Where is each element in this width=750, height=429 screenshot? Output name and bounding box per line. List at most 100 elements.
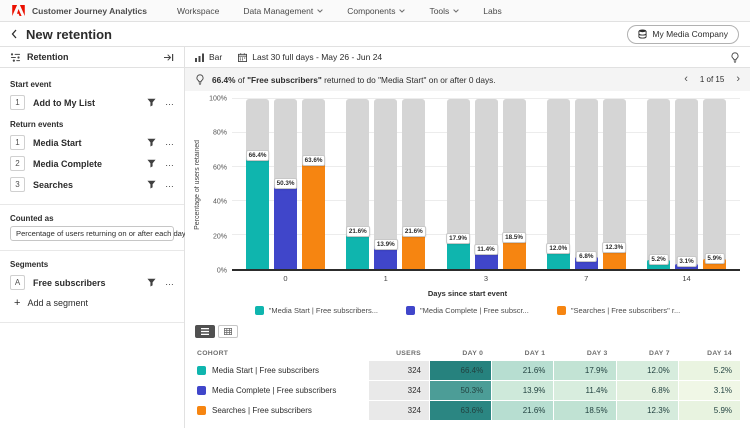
- top-nav-item-data-management[interactable]: Data Management: [243, 6, 324, 16]
- insights-toggle-icon[interactable]: [730, 51, 740, 63]
- return-event-label[interactable]: Media Complete: [33, 158, 103, 169]
- retention-cell[interactable]: 12.0%: [616, 361, 678, 380]
- bar[interactable]: [374, 245, 398, 269]
- bar[interactable]: [302, 160, 325, 269]
- start-event-label[interactable]: Add to My List: [33, 97, 95, 108]
- column-header: DAY 0: [462, 350, 484, 357]
- back-button[interactable]: [11, 29, 17, 39]
- bar[interactable]: [703, 258, 726, 269]
- more-options-button[interactable]: …: [165, 179, 174, 189]
- bar-value-label: 3.1%: [676, 256, 697, 267]
- retention-cell[interactable]: 63.6%: [430, 401, 492, 420]
- insight-text: 66.4% of "Free subscribers" returned to …: [212, 75, 496, 85]
- retention-cell[interactable]: 5.2%: [678, 361, 740, 380]
- table-row: Searches | Free subscribers 324 63.6% 21.6%…: [195, 401, 740, 420]
- legend-item[interactable]: "Media Start | Free subscribers...: [254, 306, 378, 315]
- retention-cell[interactable]: 13.9%: [492, 381, 554, 400]
- table-row: Media Start | Free subscribers 324 66.4% 21…: [195, 361, 740, 380]
- top-nav-item-components[interactable]: Components: [347, 6, 406, 16]
- bar[interactable]: [546, 248, 570, 269]
- filter-icon[interactable]: [145, 157, 158, 170]
- legend-item[interactable]: "Searches | Free subscribers" r...: [556, 306, 680, 315]
- cohort-cell[interactable]: Media Start | Free subscribers: [195, 361, 367, 380]
- adobe-logo-icon[interactable]: [12, 5, 25, 16]
- add-segment-button[interactable]: + Add a segment: [10, 293, 174, 313]
- top-nav-item-tools[interactable]: Tools: [429, 5, 460, 16]
- bar-background: 63.6%: [301, 99, 326, 269]
- top-nav-item-workspace[interactable]: Workspace: [177, 6, 219, 16]
- retention-cell[interactable]: 11.4%: [554, 381, 616, 400]
- data-view-button[interactable]: My Media Company: [627, 24, 739, 44]
- table-view-toggle[interactable]: [218, 325, 238, 338]
- cohort-cell[interactable]: Searches | Free subscribers: [195, 401, 367, 420]
- more-options-button[interactable]: …: [165, 97, 174, 107]
- prev-insight-button[interactable]: ‹: [684, 73, 688, 85]
- legend-item[interactable]: "Media Complete | Free subscr...: [406, 306, 529, 315]
- bar[interactable]: [502, 237, 526, 269]
- bar-background: 21.6%: [345, 99, 370, 269]
- y-tick-label: 0%: [216, 267, 227, 275]
- date-range-button[interactable]: Last 30 full days - May 26 - Jun 24: [238, 52, 382, 62]
- x-tick-label: 3: [483, 274, 489, 283]
- app-title: Customer Journey Analytics: [32, 5, 147, 16]
- bar[interactable]: [402, 232, 426, 269]
- chart-type-button[interactable]: Bar: [195, 52, 222, 62]
- segment-label[interactable]: Free subscribers: [33, 277, 106, 288]
- bar[interactable]: [274, 183, 297, 269]
- bar[interactable]: [246, 156, 269, 269]
- retention-cell[interactable]: 21.6%: [492, 361, 554, 380]
- bar-value-label: 21.6%: [345, 226, 370, 238]
- y-tick-label: 100%: [209, 95, 227, 103]
- insight-text-part: of: [235, 74, 248, 85]
- top-nav-item-labs[interactable]: Labs: [483, 6, 501, 16]
- insight-text-part: returned to do "Media Start" on or after…: [321, 74, 496, 85]
- filter-icon[interactable]: [145, 276, 158, 289]
- more-options-button[interactable]: …: [165, 137, 174, 147]
- start-events-list: 1 Add to My List…: [10, 92, 174, 113]
- start-event-row: 1 Add to My List…: [10, 92, 174, 113]
- bar[interactable]: [574, 257, 598, 269]
- bar-value-label: 5.2%: [648, 254, 669, 266]
- filter-icon[interactable]: [145, 136, 158, 149]
- bar-background: 50.3%: [273, 99, 298, 269]
- top-nav-item-label: Tools: [429, 5, 450, 16]
- users-cell: 324: [369, 401, 429, 420]
- retention-cell[interactable]: 3.1%: [678, 381, 740, 400]
- retention-cell[interactable]: 6.8%: [616, 381, 678, 400]
- retention-cell[interactable]: 5.9%: [678, 401, 740, 420]
- retention-cell[interactable]: 18.5%: [554, 401, 616, 420]
- x-tick-label: 0: [283, 274, 288, 283]
- chart-view-toggle[interactable]: [195, 325, 215, 338]
- retention-cell[interactable]: 50.3%: [430, 381, 492, 400]
- table-row: Media Complete | Free subscribers 324 50.3…: [195, 381, 740, 400]
- more-options-button[interactable]: …: [165, 158, 174, 168]
- bar[interactable]: [602, 248, 626, 269]
- retention-cell[interactable]: 17.9%: [554, 361, 616, 380]
- page-header: New retention My Media Company: [0, 22, 750, 47]
- next-insight-button[interactable]: ›: [736, 73, 740, 85]
- bar[interactable]: [346, 232, 370, 269]
- bar-group-day-3: 17.9% 11.4% 18.5% 3: [446, 99, 526, 283]
- bar[interactable]: [446, 238, 470, 269]
- column-header: COHORT: [197, 350, 229, 357]
- retention-chart: Percentage of users retained 0% 20% 40% 60%…: [185, 91, 750, 315]
- cohort-cell[interactable]: Media Complete | Free subscribers: [195, 381, 367, 400]
- filter-icon[interactable]: [145, 96, 158, 109]
- counted-as-select[interactable]: Percentage of users returning on or afte…: [10, 226, 186, 241]
- more-options-button[interactable]: …: [165, 277, 174, 287]
- retention-cell[interactable]: 12.3%: [616, 401, 678, 420]
- database-icon: [638, 29, 647, 39]
- return-event-label[interactable]: Media Start: [33, 137, 82, 148]
- add-segment-label: Add a segment: [27, 298, 88, 308]
- filter-icon[interactable]: [145, 178, 158, 191]
- retention-cell[interactable]: 66.4%: [430, 361, 492, 380]
- return-events-label: Return events: [10, 120, 64, 129]
- segments-label: Segments: [10, 260, 49, 269]
- bar-value-label: 6.8%: [576, 251, 597, 263]
- retention-cell[interactable]: 21.6%: [492, 401, 554, 420]
- return-event-label[interactable]: Searches: [33, 179, 74, 190]
- bar-background: 12.0%: [546, 99, 571, 269]
- collapse-panel-icon[interactable]: [163, 53, 174, 62]
- legend-swatch: [556, 306, 566, 315]
